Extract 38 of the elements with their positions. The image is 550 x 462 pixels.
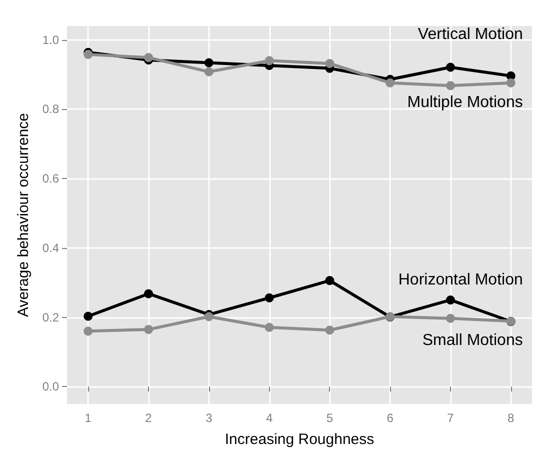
- point: [386, 78, 395, 88]
- y-tick-label: 0.6: [42, 172, 60, 186]
- point: [144, 289, 154, 298]
- series-label: Multiple Motions: [407, 94, 523, 111]
- point: [84, 326, 93, 336]
- x-tick-label: 5: [326, 411, 334, 425]
- point: [325, 276, 334, 286]
- point: [325, 326, 334, 335]
- x-tick-label: 7: [447, 411, 454, 425]
- x-tick-label: 8: [508, 411, 515, 425]
- y-tick-label: 0.8: [42, 102, 60, 116]
- point: [446, 81, 455, 90]
- y-tick-label: 0.4: [42, 240, 60, 255]
- point: [144, 324, 154, 334]
- y-axis-title: Average behaviour occurrence: [15, 112, 32, 318]
- point: [204, 67, 214, 76]
- series-label: Horizontal Motion: [398, 271, 523, 288]
- point: [84, 312, 93, 321]
- point: [204, 58, 214, 68]
- point: [446, 314, 455, 323]
- x-tick-label: 2: [145, 411, 152, 425]
- series-label: Vertical Motion: [418, 26, 523, 43]
- x-axis-title: Increasing Roughness: [224, 431, 374, 448]
- point: [264, 322, 274, 332]
- point: [446, 295, 455, 304]
- point: [325, 58, 334, 68]
- point: [446, 62, 455, 72]
- y-tick-label: 1.0: [42, 32, 60, 47]
- x-tick-label: 4: [266, 411, 273, 425]
- x-tick-label: 1: [84, 411, 92, 425]
- x-tick-label: 6: [386, 411, 394, 425]
- point: [506, 78, 516, 88]
- point: [264, 293, 274, 302]
- y-tick-label: 0.0: [42, 380, 60, 394]
- point: [264, 56, 274, 66]
- series-label: Small Motions: [422, 332, 523, 350]
- y-tick-label: 0.2: [42, 310, 60, 324]
- x-tick-label: 3: [206, 411, 213, 425]
